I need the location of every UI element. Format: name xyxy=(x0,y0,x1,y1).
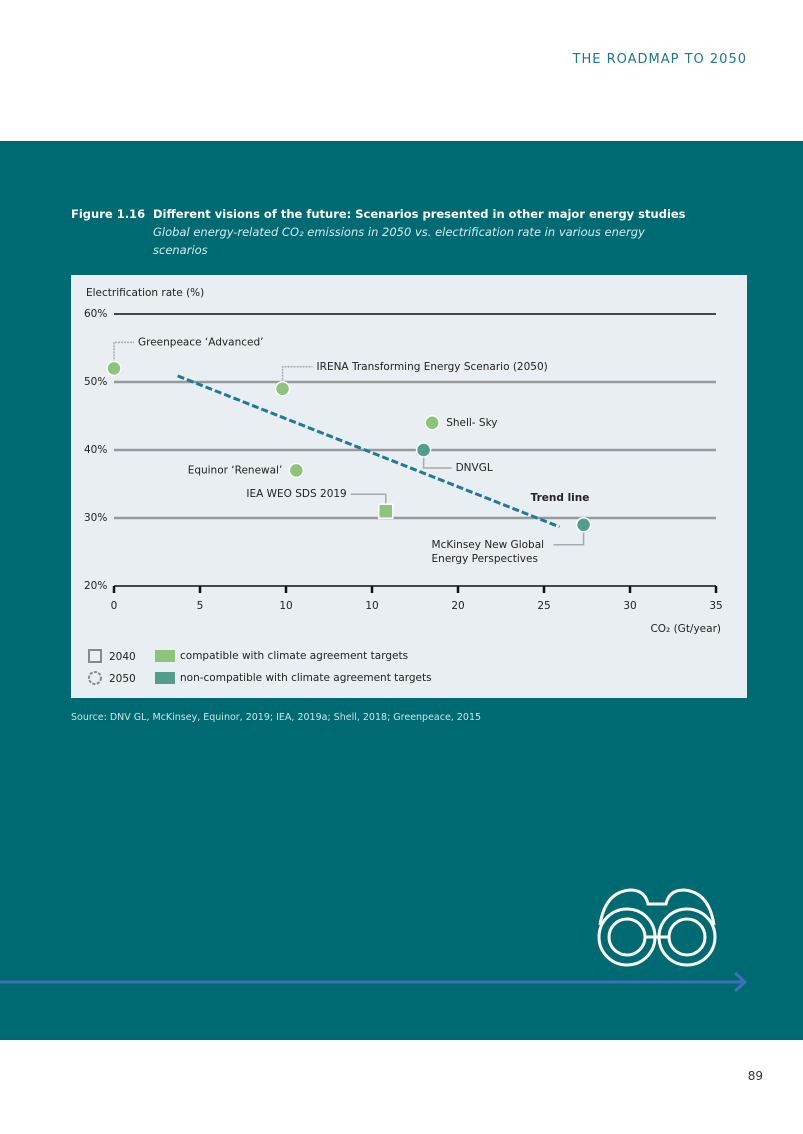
point-label: Equinor ‘Renewal’ xyxy=(188,464,283,476)
figure-number: Figure 1.16 xyxy=(71,207,146,221)
x-tick-label: 25 xyxy=(537,600,550,612)
chart: Electrification rate (%) CO₂ (Gt/year) 2… xyxy=(84,287,723,685)
point-label: IEA WEO SDS 2019 xyxy=(246,488,346,500)
x-tick-label: 5 xyxy=(197,600,204,612)
arrow-head xyxy=(733,971,748,993)
x-tick-label: 35 xyxy=(709,600,722,612)
figure-title: Different visions of the future: Scenari… xyxy=(153,207,686,221)
y-axis-title: Electrification rate (%) xyxy=(86,287,204,299)
y-tick-label: 60% xyxy=(84,308,107,320)
figure-caption: Figure 1.16 Different visions of the fut… xyxy=(71,205,711,259)
y-tick-label: 20% xyxy=(84,580,107,592)
decoration xyxy=(0,888,748,993)
point-label: Shell- Sky xyxy=(446,417,497,429)
point-label: DNVGL xyxy=(456,462,493,474)
leader-line xyxy=(113,341,134,369)
trend-line-label: Trend line xyxy=(531,492,590,504)
legend-label: non-compatible with climate agreement ta… xyxy=(180,672,432,684)
binoculars-icon xyxy=(597,888,717,967)
header-title: THE ROADMAP TO 2050 xyxy=(572,52,747,67)
data-point xyxy=(106,360,122,377)
data-point xyxy=(288,462,305,479)
data-point xyxy=(424,415,440,431)
data-point xyxy=(378,503,394,519)
legend-shape xyxy=(88,649,102,663)
y-tick-label: 30% xyxy=(84,512,107,524)
data-point xyxy=(415,442,432,458)
y-tick-label: 50% xyxy=(84,376,107,388)
y-tick-label: 40% xyxy=(84,444,107,456)
trend-line xyxy=(177,374,561,529)
point-label: McKinsey New Global xyxy=(432,539,545,551)
point-label: IRENA Transforming Energy Scenario (2050… xyxy=(317,361,548,373)
legend-shape xyxy=(88,671,102,685)
legend-label: 2050 xyxy=(109,673,136,685)
legend-swatch xyxy=(155,672,175,684)
figure-subtitle: Global energy-related CO₂ emissions in 2… xyxy=(153,225,645,257)
chart-panel xyxy=(71,275,747,698)
x-axis-title: CO₂ (Gt/year) xyxy=(650,623,721,635)
data-point xyxy=(274,381,291,397)
legend-label: compatible with climate agreement target… xyxy=(180,650,408,662)
page-number: 89 xyxy=(747,1069,763,1083)
x-tick-label: 10 xyxy=(279,600,292,612)
data-point xyxy=(575,517,592,533)
legend-label: 2040 xyxy=(109,651,136,663)
x-tick-label: 20 xyxy=(451,600,464,612)
x-tick-label: 10 xyxy=(365,600,378,612)
legend-swatch xyxy=(155,650,175,662)
x-tick-label: 0 xyxy=(111,600,118,612)
point-label: Greenpeace ‘Advanced’ xyxy=(138,336,263,348)
x-tick-label: 30 xyxy=(623,600,636,612)
point-label: Energy Perspectives xyxy=(432,553,538,565)
source-note: Source: DNV GL, McKinsey, Equinor, 2019;… xyxy=(71,712,482,723)
